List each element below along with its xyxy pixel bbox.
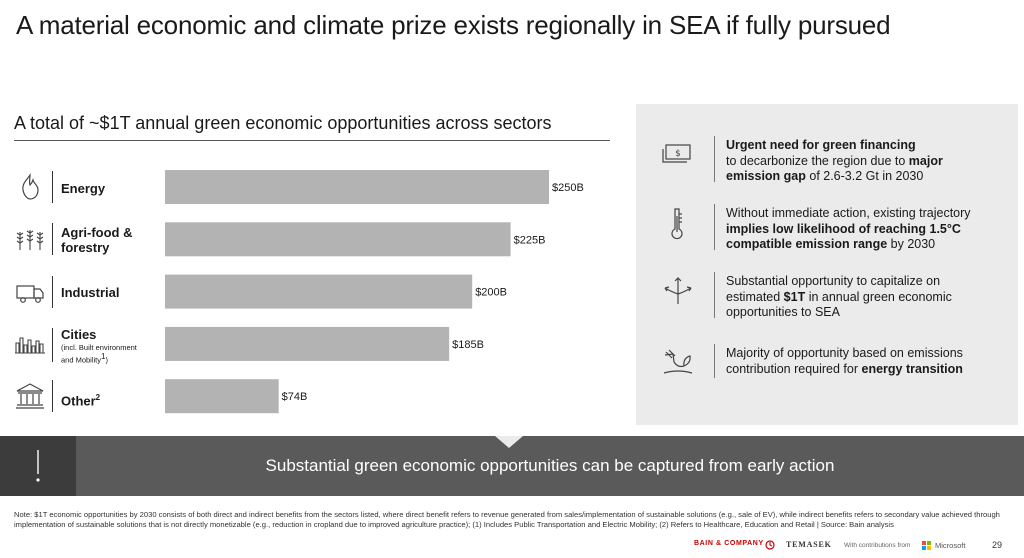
bar-value-label: $200B <box>475 287 507 299</box>
wheat-icon <box>14 224 46 254</box>
city-skyline-icon <box>14 329 46 359</box>
insight-text: Without immediate action, existing traje… <box>726 206 1012 253</box>
thermometer-icon <box>660 206 696 240</box>
sector-label-industrial: Industrial <box>61 285 120 300</box>
insight-text: Substantial opportunity to capitalize on… <box>726 274 1012 321</box>
sector-divider <box>52 223 53 255</box>
bain-logo-text: BAIN & COMPANY <box>694 540 764 547</box>
insight-text-run: contribution required for <box>726 361 862 376</box>
insight-text-bold: energy transition <box>861 361 963 376</box>
sector-label-other-text: Other <box>61 393 96 409</box>
insight-text-run: to decarbonize the region due to <box>726 153 909 168</box>
insight-rule <box>714 344 715 378</box>
svg-text:$: $ <box>675 149 681 159</box>
sector-label-energy: Energy <box>61 181 106 196</box>
sector-label-cities-sub: (incl. Built environment and Mobility1) <box>61 343 137 365</box>
bank-building-icon <box>14 381 46 411</box>
cities-sub-close: ) <box>105 355 108 365</box>
other-footnote-ref: 2 <box>95 393 101 402</box>
microsoft-logo-text: Microsoft <box>935 541 966 550</box>
insight-text-bold: implies low likelihood of reaching 1.5°C <box>726 221 961 236</box>
banner-icon-box <box>0 436 76 496</box>
insight-text-bold: $1T <box>783 289 806 304</box>
insight-text-run: in annual green economic <box>805 289 952 304</box>
banner-arrow-notch <box>495 436 523 448</box>
sector-label-agri-line2: forestry <box>61 240 110 255</box>
key-insights-panel: $ Urgent need for green financing to deca… <box>636 104 1018 425</box>
insight-text-bold: compatible emission range <box>726 237 888 251</box>
insight-text-run: of 2.6-3.2 Gt in 2030 <box>805 169 924 183</box>
exclamation-icon <box>36 450 40 482</box>
page-title: A material economic and climate prize ex… <box>16 10 891 40</box>
footnote: Note: $1T economic opportunities by 2030… <box>14 510 1000 529</box>
bar-industrial <box>165 274 473 309</box>
sector-label-cities-main: Cities <box>61 327 97 342</box>
insight-rule <box>714 204 715 250</box>
insight-rule <box>714 272 715 318</box>
bain-logo-icon <box>765 540 775 550</box>
temasek-logo-text: TEMASEK <box>786 540 832 549</box>
insight-text-run: Substantial opportunity to capitalize on <box>726 274 941 288</box>
insight-text-run: opportunities to SEA <box>726 305 840 319</box>
bar-value-label: $74B <box>282 391 308 403</box>
plug-plant-icon <box>660 346 696 380</box>
bar-agri-food-forestry <box>165 222 511 257</box>
insight-text-run: Majority of opportunity based on emissio… <box>726 346 963 360</box>
insight-text-run: by 2030 <box>887 237 936 251</box>
sector-divider <box>52 328 53 362</box>
bar-other <box>165 379 279 414</box>
sector-label-agri-line1: Agri-food & <box>61 225 133 240</box>
sector-divider <box>52 276 53 308</box>
cities-sub-line1: (incl. Built environment <box>61 343 137 352</box>
insight-text-run: Without immediate action, existing traje… <box>726 206 971 220</box>
sector-divider <box>52 380 53 412</box>
insight-text-run: estimated <box>726 289 784 304</box>
cities-sub-footnote-ref: 1 <box>101 352 106 361</box>
truck-icon <box>14 277 46 307</box>
bar-chart: $250B $225B $200B $185B $74B <box>165 170 584 414</box>
diverging-arrows-icon <box>660 274 696 308</box>
page-number: 29 <box>992 540 1003 550</box>
sector-divider <box>52 171 53 203</box>
cash-icon: $ <box>660 138 696 172</box>
chart-subtitle: A total of ~$1T annual green economic op… <box>14 113 552 133</box>
cities-sub-line2: and Mobility <box>61 355 102 365</box>
bar-value-label: $250B <box>552 182 584 194</box>
insight-text: Majority of opportunity based on emissio… <box>726 346 1012 377</box>
banner-text: Substantial green economic opportunities… <box>265 456 835 475</box>
insight-text-bold: Urgent need for green financing <box>726 138 916 152</box>
takeaway-banner: Substantial green economic opportunities… <box>0 436 1024 496</box>
contributions-text: With contributions from <box>844 542 911 549</box>
insight-rule <box>714 136 715 182</box>
flame-icon <box>14 172 46 202</box>
sector-label-other: Other2 <box>61 390 100 408</box>
sector-label-agri-food: Agri-food & forestry <box>61 225 132 255</box>
bar-value-label: $225B <box>514 234 546 246</box>
insight-text: Urgent need for green financing to decarb… <box>726 138 1012 185</box>
sector-label-cities: Cities (incl. Built environment and Mobi… <box>61 327 137 365</box>
bar-value-label: $185B <box>452 339 484 351</box>
subtitle-rule <box>14 140 610 141</box>
insight-text-bold: major <box>908 153 943 168</box>
bar-energy <box>165 170 549 204</box>
microsoft-logo-icon <box>922 541 931 550</box>
bar-cities <box>165 326 450 361</box>
insight-text-bold: emission gap <box>726 169 806 183</box>
